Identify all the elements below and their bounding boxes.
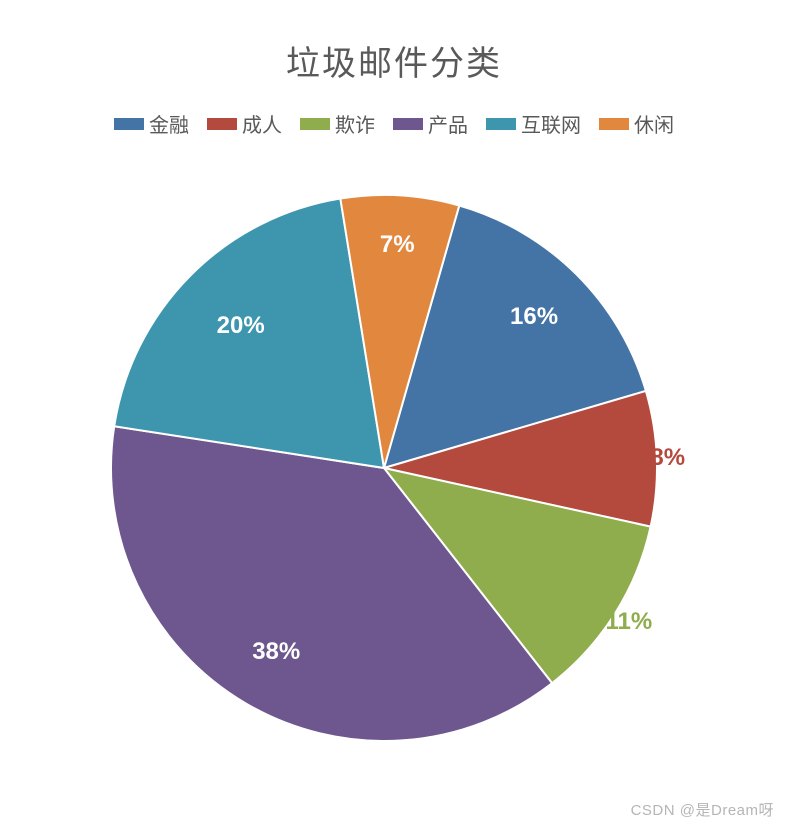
slice-label: 20% bbox=[217, 312, 265, 340]
slice-label: 8% bbox=[650, 444, 685, 472]
legend-label: 产品 bbox=[428, 109, 468, 138]
legend-label: 金融 bbox=[149, 109, 189, 138]
watermark-text: CSDN @是Dream呀 bbox=[631, 799, 774, 820]
legend-item: 互联网 bbox=[486, 109, 581, 138]
slice-label: 11% bbox=[606, 608, 653, 636]
legend-swatch bbox=[114, 118, 144, 130]
chart-container: 垃圾邮件分类 金融 成人 欺诈 产品 互联网 休闲 16% 8% 11% 38% 20% 7% CS… bbox=[0, 0, 788, 830]
legend: 金融 成人 欺诈 产品 互联网 休闲 bbox=[0, 109, 788, 138]
legend-item: 休闲 bbox=[599, 109, 674, 138]
legend-swatch bbox=[393, 118, 423, 130]
slice-label: 38% bbox=[252, 638, 300, 666]
legend-swatch bbox=[599, 118, 629, 130]
legend-swatch bbox=[486, 118, 516, 130]
chart-title: 垃圾邮件分类 bbox=[0, 0, 788, 85]
legend-label: 休闲 bbox=[634, 109, 674, 138]
legend-swatch bbox=[300, 118, 330, 130]
legend-item: 金融 bbox=[114, 109, 189, 138]
legend-item: 成人 bbox=[207, 109, 282, 138]
slice-label: 16% bbox=[510, 303, 558, 331]
legend-label: 欺诈 bbox=[335, 109, 375, 138]
pie-chart: 16% 8% 11% 38% 20% 7% bbox=[0, 168, 788, 768]
slice-label: 7% bbox=[380, 231, 415, 259]
legend-item: 产品 bbox=[393, 109, 468, 138]
legend-label: 互联网 bbox=[521, 109, 581, 138]
legend-item: 欺诈 bbox=[300, 109, 375, 138]
legend-label: 成人 bbox=[242, 109, 282, 138]
legend-swatch bbox=[207, 118, 237, 130]
